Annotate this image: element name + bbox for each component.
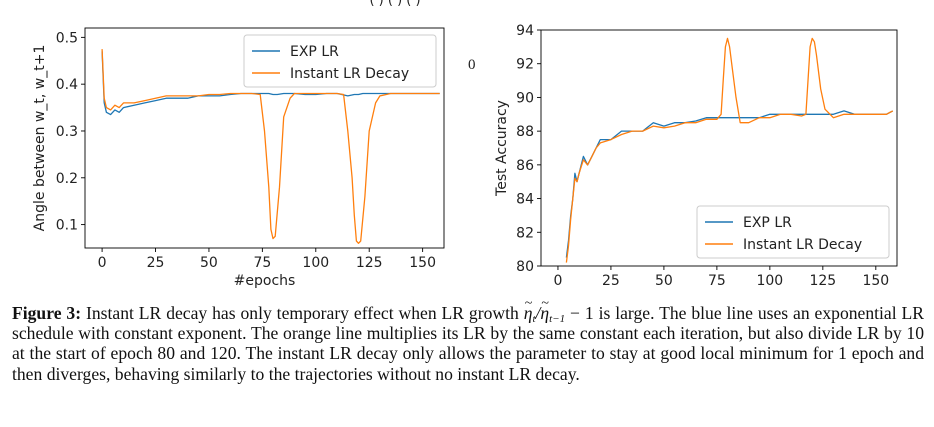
x-tick-label: 25 (602, 273, 620, 289)
y-tick-label: 86 (516, 158, 534, 174)
caption-part2: is large. The blue line uses an exponent… (12, 303, 925, 384)
x-tick-label: 25 (147, 255, 165, 271)
x-tick-label: 100 (302, 255, 329, 271)
chart-left: 0 25 50 75 100 125 150 0.1 0.2 0.3 0.4 0.5 #epochs An… (32, 27, 445, 289)
legend-label: EXP LR (743, 215, 792, 231)
x-tick-label: 100 (756, 273, 783, 289)
figure-caption: Figure 3: Instant LR decay has only temp… (12, 294, 925, 384)
plot-frame (540, 29, 898, 267)
stray-mark: 0 (468, 57, 476, 73)
series-line-0 (101, 51, 440, 116)
x-tick-label: 150 (409, 255, 436, 271)
top-cut-text: ( ) ( ) ( ) (369, 0, 420, 8)
eta-t: η (524, 294, 533, 323)
y-tick-label: 0.3 (56, 124, 78, 140)
y-tick-label: 94 (516, 23, 534, 39)
y-tick-label: 92 (516, 57, 534, 73)
legend-box (243, 34, 437, 88)
x-tick-label: 0 (553, 273, 562, 289)
plot-frame (84, 27, 445, 249)
chart-right: 0 25 50 75 100 125 150 80 82 84 86 88 90 92 94 Test Acc… (494, 23, 898, 289)
legend-label: Instant LR Decay (743, 237, 862, 253)
legend-label: EXP LR (290, 44, 339, 60)
series-line-1 (101, 49, 440, 244)
y-tick-label: 82 (516, 225, 534, 241)
y-tick-label: 0.4 (56, 77, 78, 93)
x-tick-label: 75 (253, 255, 271, 271)
figure-panels: ( ) ( ) ( ) 0 0 25 50 75 100 125 1500.10.20.30… (32, 0, 898, 289)
x-tick-label: 0 (98, 255, 107, 271)
legend-label: Instant LR Decay (290, 66, 409, 82)
caption-math-tail: − 1 (570, 303, 594, 323)
y-tick-label: 0.2 (56, 171, 78, 187)
y-axis-label: Angle between w_t, w_t+1 (32, 45, 48, 232)
caption-part1: Instant LR decay has only temporary effe… (86, 303, 519, 323)
series-line-1 (565, 37, 894, 263)
y-tick-label: 88 (516, 124, 534, 140)
y-tick-label: 90 (516, 90, 534, 106)
y-tick-label: 80 (516, 259, 534, 275)
legend: EXP LR Instant LR Decay (243, 34, 437, 88)
legend: EXP LR Instant LR Decay (696, 205, 890, 259)
caption-math: ηt/ηt−1 (524, 294, 565, 325)
legend-box (696, 205, 890, 259)
eta-tm1: η (540, 294, 549, 323)
y-tick-label: 0.1 (56, 218, 78, 234)
caption-label: Figure 3: (12, 303, 82, 323)
x-tick-label: 50 (200, 255, 218, 271)
x-tick-label: 50 (655, 273, 673, 289)
y-tick-label: 0.5 (56, 30, 78, 46)
y-axis-label: Test Accuracy (494, 100, 510, 197)
y-tick-label: 84 (516, 192, 534, 208)
x-tick-label: 125 (809, 273, 836, 289)
x-tick-label: 75 (708, 273, 726, 289)
x-axis-label: #epochs (234, 273, 296, 289)
x-tick-label: 125 (356, 255, 383, 271)
x-tick-label: 150 (862, 273, 889, 289)
